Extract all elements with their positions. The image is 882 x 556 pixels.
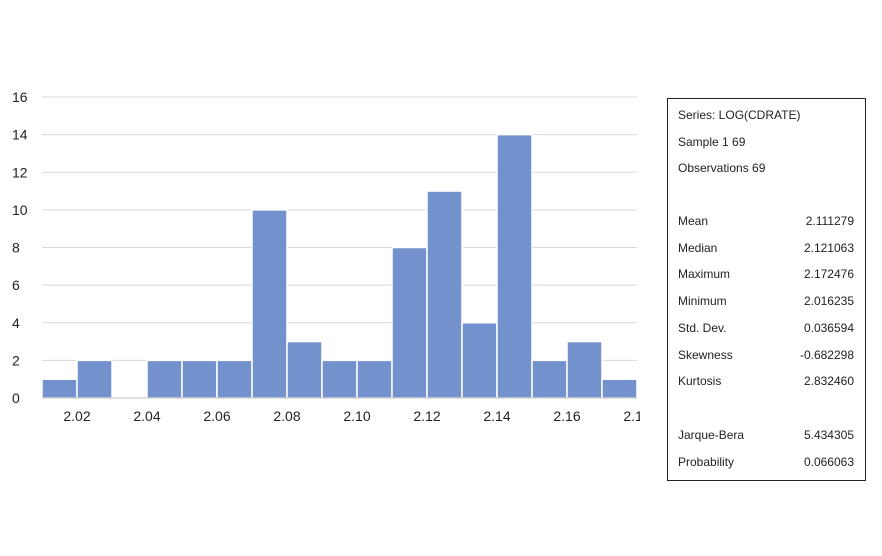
x-tick-label: 2.08 <box>273 408 300 424</box>
stat-label: Maximum <box>678 267 731 281</box>
observations-count: Observations 69 <box>678 161 766 175</box>
y-tick-label: 4 <box>12 315 20 331</box>
stat-label: Skewness <box>678 348 733 362</box>
x-tick-label: 2.06 <box>203 408 230 424</box>
stat-label: Minimum <box>678 294 727 308</box>
stat-value: 0.066063 <box>803 455 854 469</box>
stat-label: Median <box>678 241 718 255</box>
stat-label: Kurtosis <box>678 374 722 388</box>
stat-label: Jarque-Bera <box>678 428 745 442</box>
histogram-bar <box>531 359 568 399</box>
stat-value: 2.172476 <box>803 267 854 281</box>
stat-row-median: Median 2.121063 <box>678 241 854 259</box>
sample-range: Sample 1 69 <box>678 135 746 149</box>
stat-label: Probability <box>678 455 735 469</box>
x-tick-label: 2.14 <box>483 408 510 424</box>
stat-value: 2.016235 <box>803 294 854 308</box>
stat-value: 2.121063 <box>803 241 854 255</box>
histogram-bar <box>41 378 78 399</box>
x-tick-label: 2.18 <box>623 408 640 424</box>
stat-row-std-dev: Std. Dev. 0.036594 <box>678 321 854 339</box>
stat-row-minimum: Minimum 2.016235 <box>678 294 854 312</box>
histogram-bar <box>321 359 358 399</box>
histogram-bar <box>181 359 218 399</box>
histogram-bar <box>391 246 428 399</box>
histogram-bar <box>426 190 463 399</box>
y-tick-label: 8 <box>12 240 20 256</box>
stat-value: 5.434305 <box>803 428 854 442</box>
stat-value: -0.682298 <box>799 348 854 362</box>
stat-value: 2.111279 <box>805 214 854 228</box>
stat-row-skewness: Skewness -0.682298 <box>678 348 854 366</box>
y-tick-label: 12 <box>12 164 28 180</box>
histogram-bar <box>216 359 253 399</box>
stat-row-kurtosis: Kurtosis 2.832460 <box>678 374 854 392</box>
histogram-bar <box>286 340 323 399</box>
x-tick-label: 2.04 <box>133 408 160 424</box>
y-tick-label: 0 <box>12 390 20 406</box>
y-tick-label: 2 <box>12 352 20 368</box>
histogram-bar <box>76 359 113 399</box>
x-tick-label: 2.12 <box>413 408 440 424</box>
histogram-bar <box>146 359 183 399</box>
stat-row-maximum: Maximum 2.172476 <box>678 267 854 285</box>
histogram-bar <box>251 209 288 399</box>
x-tick-label: 2.02 <box>63 408 90 424</box>
histogram-bar <box>356 359 393 399</box>
histogram-chart: 0 2 4 6 8 10 12 14 16 2.02 2.04 2.06 2.08 2.10 2.12 2.1… <box>12 89 640 424</box>
y-tick-label: 10 <box>12 202 28 218</box>
y-tick-label: 6 <box>12 277 20 293</box>
histogram-bar <box>496 133 533 399</box>
histogram-bar <box>461 322 498 399</box>
descriptive-stats-panel: Series: LOG(CDRATE) Sample 1 69 Observat… <box>667 98 866 481</box>
x-tick-label: 2.10 <box>343 408 370 424</box>
stat-label: Std. Dev. <box>678 321 727 335</box>
stat-label: Mean <box>678 214 709 228</box>
histogram-bar <box>566 340 603 399</box>
y-tick-label: 14 <box>12 127 28 143</box>
y-tick-label: 16 <box>12 89 28 105</box>
histogram-bar <box>601 378 638 399</box>
stat-row-mean: Mean 2.111279 <box>678 214 854 232</box>
x-tick-label: 2.16 <box>553 408 580 424</box>
stat-row-jarque-bera: Jarque-Bera 5.434305 <box>678 428 854 446</box>
stat-value: 2.832460 <box>803 374 854 388</box>
series-name: Series: LOG(CDRATE) <box>678 108 801 122</box>
stat-row-probability: Probability 0.066063 <box>678 455 854 473</box>
stat-value: 0.036594 <box>803 321 854 335</box>
